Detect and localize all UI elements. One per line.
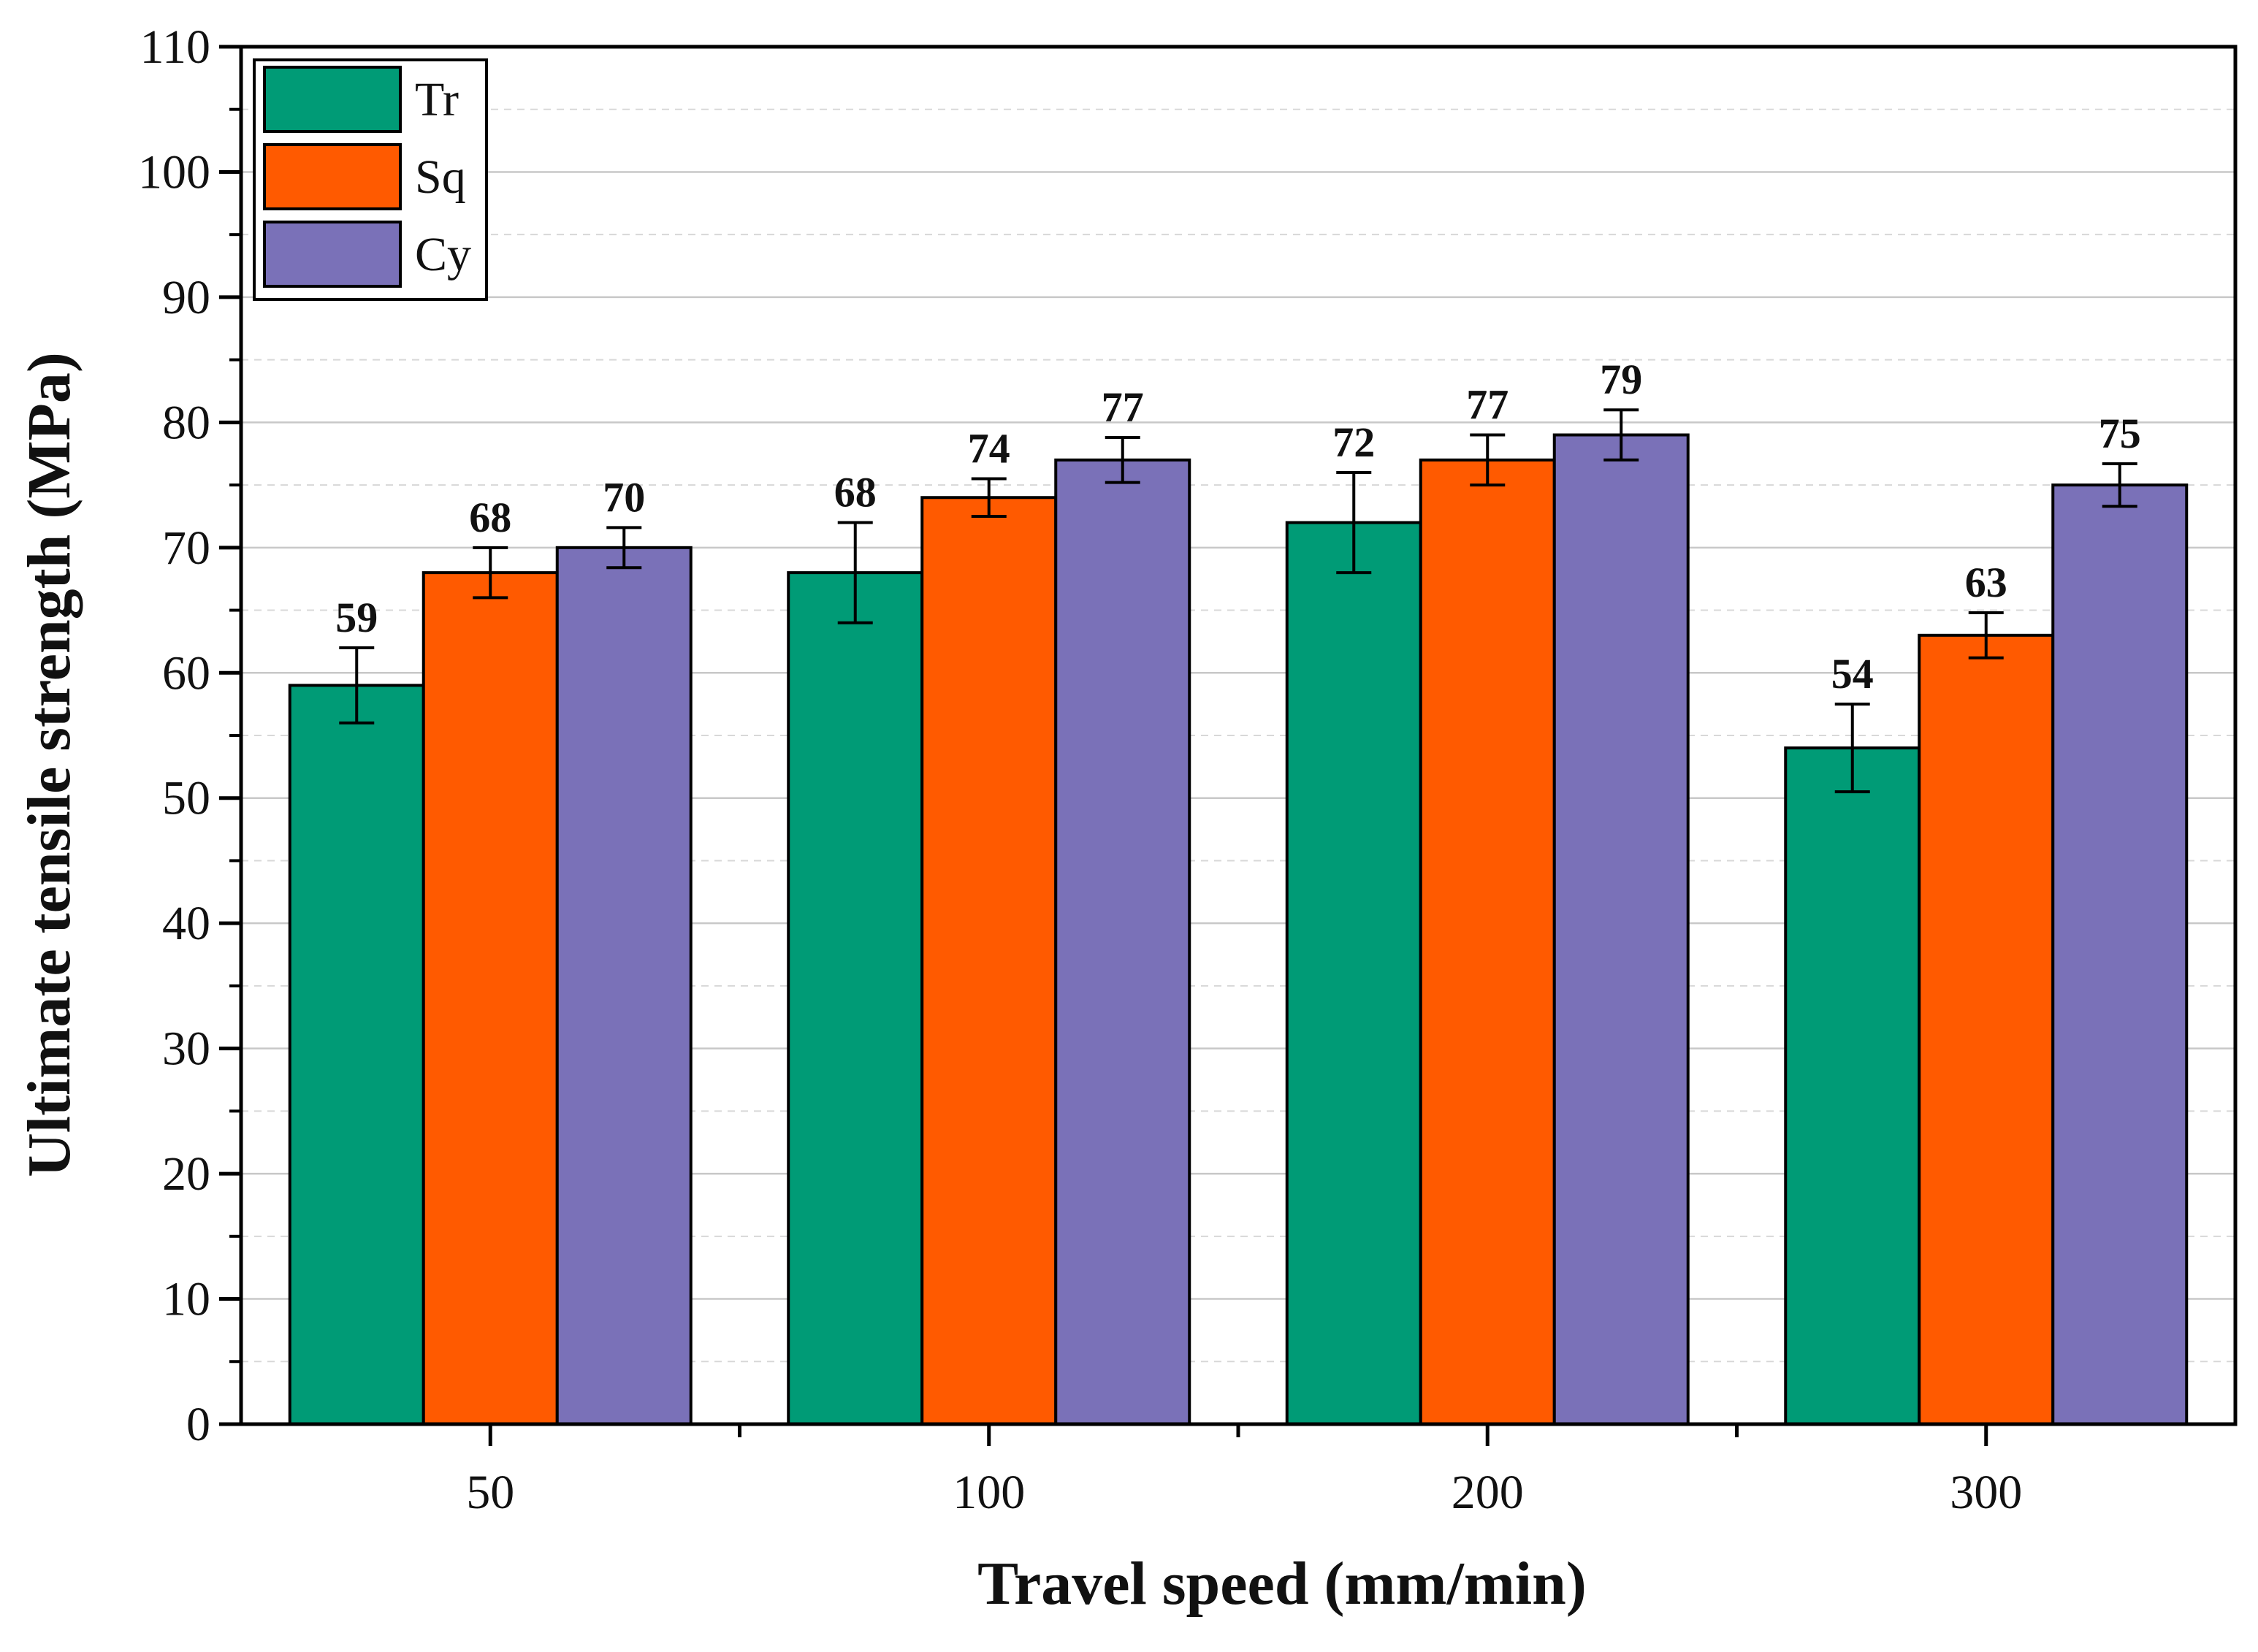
data-label: 70 (603, 473, 645, 521)
bar-sq-300 (1918, 633, 2055, 1426)
bar-tr-300 (1784, 746, 1921, 1426)
y-tick-label: 110 (140, 20, 210, 74)
y-tick-label: 10 (162, 1273, 210, 1326)
bar-cy-200 (1552, 433, 1690, 1426)
data-label: 77 (1466, 381, 1508, 429)
y-tick-label: 70 (162, 521, 210, 575)
error-bars (339, 408, 2137, 794)
legend-swatch-cy (263, 221, 402, 288)
data-label: 59 (335, 594, 378, 641)
x-axis-title: Travel speed (mm/min) (977, 1550, 1587, 1618)
y-tick-label: 90 (162, 271, 210, 324)
legend-label-cy: Cy (415, 228, 471, 281)
legend-swatch-tr (263, 66, 402, 133)
bars (288, 433, 2189, 1426)
data-label: 74 (968, 425, 1010, 473)
data-label: 79 (1600, 356, 1642, 403)
y-tick-label: 80 (162, 396, 210, 449)
axes: 0 10 20 30 40 50 60 70 80 90 100 110 50 100 200 300 (138, 20, 2022, 1519)
bar-cy-100 (1054, 458, 1191, 1426)
legend-label-tr: Tr (415, 73, 459, 126)
data-label: 63 (1965, 559, 2007, 606)
x-tick-label: 100 (953, 1466, 1025, 1519)
data-label: 54 (1831, 650, 1874, 697)
x-tick-label: 50 (466, 1466, 514, 1519)
x-tick-label: 200 (1452, 1466, 1524, 1519)
data-label: 68 (469, 494, 511, 541)
legend: Tr Sq Cy (253, 58, 488, 301)
data-label: 75 (2099, 410, 2141, 457)
y-tick-label: 20 (162, 1147, 210, 1201)
y-axis-title: Ultimate tensile strength (MPa) (15, 352, 83, 1177)
bar-tr-200 (1285, 521, 1422, 1426)
data-label: 72 (1332, 418, 1375, 466)
bar-cy-300 (2051, 483, 2189, 1426)
legend-swatch-sq (263, 143, 402, 210)
y-tick-label: 40 (162, 897, 210, 950)
bar-sq-100 (920, 496, 1058, 1426)
y-tick-label: 0 (186, 1398, 210, 1451)
data-label: 77 (1102, 383, 1144, 431)
bar-sq-200 (1419, 458, 1556, 1426)
bar-tr-100 (787, 571, 924, 1426)
data-label: 68 (834, 469, 877, 516)
y-tick-label: 50 (162, 772, 210, 825)
y-tick-label: 100 (138, 145, 210, 199)
bar-tr-50 (288, 684, 425, 1426)
bar-sq-50 (422, 571, 559, 1426)
y-tick-label: 60 (162, 646, 210, 700)
x-tick-label: 300 (1950, 1466, 2022, 1519)
bar-cy-50 (555, 546, 693, 1426)
y-tick-label: 30 (162, 1022, 210, 1076)
data-labels: 59 68 72 54 68 74 77 63 70 77 79 75 (335, 356, 2141, 697)
legend-label-sq: Sq (415, 150, 466, 204)
